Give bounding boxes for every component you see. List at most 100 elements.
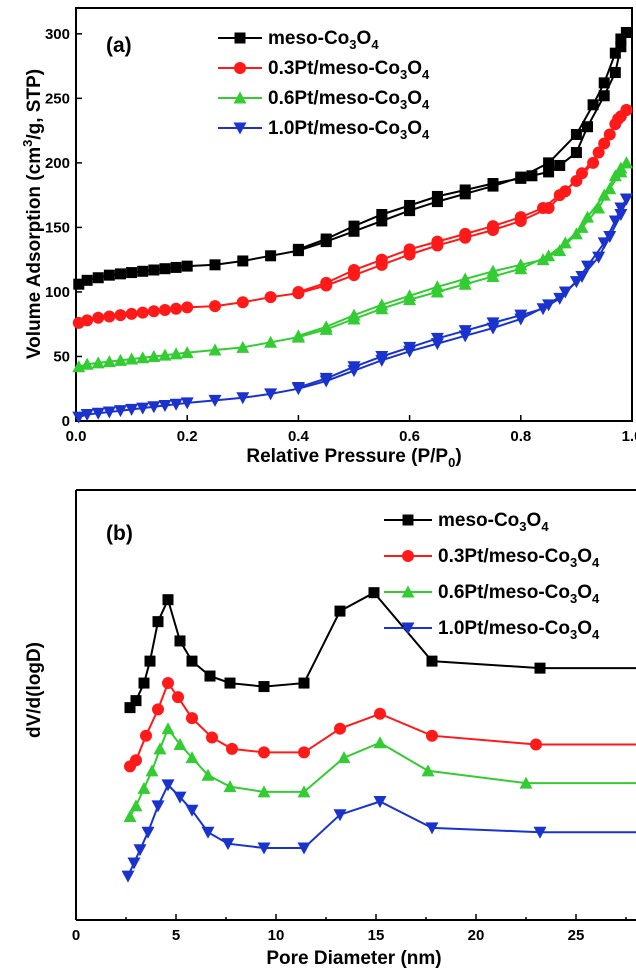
y-tick-label: 0 [62, 413, 70, 430]
data-point [298, 677, 310, 689]
data-point [169, 398, 183, 411]
data-point [486, 317, 500, 330]
data-point [174, 635, 186, 647]
data-point [136, 402, 150, 415]
data-point [140, 729, 152, 742]
x-tick-label: 15 [368, 927, 385, 944]
data-point [91, 407, 105, 420]
data-point [91, 356, 105, 369]
data-point [258, 681, 270, 693]
series-1 [124, 587, 636, 714]
data-point [127, 857, 141, 870]
data-point [598, 77, 610, 89]
legend-label: meso-Co3O4 [268, 28, 379, 52]
data-point [209, 300, 221, 313]
data-point [459, 227, 472, 240]
data-point [603, 182, 617, 195]
data-point [291, 329, 305, 342]
data-point [603, 230, 617, 243]
data-point [291, 381, 305, 394]
data-point [92, 311, 105, 324]
data-point [348, 220, 360, 232]
data-point [542, 299, 556, 312]
data-point [237, 255, 249, 267]
data-point [180, 346, 194, 359]
data-point [181, 301, 194, 314]
data-point [569, 276, 583, 289]
data-point [592, 201, 606, 214]
data-point [125, 307, 138, 320]
data-point [598, 90, 610, 102]
data-point [374, 707, 386, 720]
data-point [125, 403, 139, 416]
data-point [292, 243, 304, 255]
data-point [81, 314, 94, 327]
data-point [487, 220, 499, 233]
data-point [375, 253, 388, 266]
data-point [137, 265, 149, 277]
data-point [153, 742, 167, 755]
y-tick-label: 150 [45, 219, 70, 236]
data-point [159, 263, 171, 275]
series-4 [72, 193, 633, 424]
data-point [113, 353, 127, 366]
data-point [526, 170, 538, 182]
panel-a-label: (a) [106, 34, 132, 57]
data-point [186, 655, 198, 667]
legend-label: 0.6Pt/meso-Co3O4 [268, 88, 430, 112]
legend-marker [234, 32, 246, 44]
data-point [514, 258, 528, 271]
data-point [615, 33, 627, 45]
data-point [614, 202, 628, 215]
data-point [80, 357, 94, 370]
data-point [421, 764, 435, 777]
data-point [264, 335, 278, 348]
data-point [152, 703, 164, 716]
data-point [337, 751, 351, 764]
data-point [582, 121, 594, 133]
data-point [609, 67, 621, 79]
data-point [458, 325, 472, 338]
data-point [130, 754, 142, 767]
data-point [426, 655, 438, 667]
data-point [558, 236, 572, 249]
data-point [515, 172, 527, 184]
panel-a-isotherm-chart: 0.0 0.2 0.4 0.6 0.8 1.0 0 50 100 150 200 250 300 (a)… [20, 7, 636, 470]
x-tick-label: 0.2 [177, 428, 198, 445]
panel-a-plot-frame [75, 7, 633, 422]
data-point [558, 286, 572, 299]
data-point [297, 842, 311, 855]
series-1 [73, 27, 632, 290]
data-point [126, 267, 138, 279]
data-point [587, 156, 600, 169]
data-point [136, 351, 150, 364]
data-point [333, 809, 347, 822]
data-point [459, 184, 471, 196]
data-point [169, 347, 183, 360]
data-point [173, 737, 187, 750]
data-point [208, 394, 222, 407]
legend-marker [401, 622, 415, 635]
series-4 [121, 779, 636, 883]
data-point [121, 870, 135, 883]
data-point [319, 320, 333, 333]
data-point [592, 251, 606, 264]
data-point [162, 677, 174, 690]
data-point [102, 406, 116, 419]
data-point [236, 392, 250, 405]
data-point [209, 259, 221, 271]
data-point [608, 215, 622, 228]
data-point [536, 303, 550, 316]
legend-label: 0.3Pt/meso-Co3O4 [268, 58, 430, 82]
data-point [151, 800, 165, 813]
data-point [403, 341, 417, 354]
data-point [224, 677, 236, 689]
data-point [403, 243, 416, 256]
data-point [543, 166, 555, 178]
panel-a-ticks: 0.0 0.2 0.4 0.6 0.8 1.0 0 50 100 150 200 250 300 [45, 26, 636, 445]
adsorption-line [78, 109, 628, 324]
data-point [592, 146, 605, 159]
data-point [129, 799, 143, 812]
data-point [430, 332, 444, 345]
